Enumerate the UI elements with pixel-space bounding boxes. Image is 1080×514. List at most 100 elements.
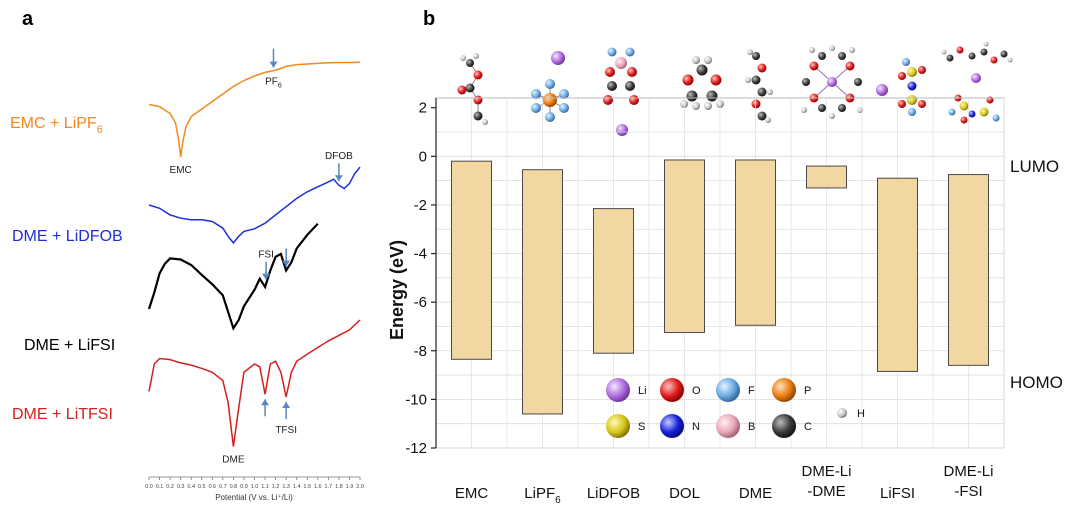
y-tick-label: -6 bbox=[414, 294, 427, 311]
y-tick-label: -12 bbox=[405, 440, 427, 457]
legend-atom-label: B bbox=[748, 421, 755, 433]
category-label: DME-Li -FSI bbox=[943, 463, 993, 500]
legend-atom-p bbox=[772, 378, 796, 402]
x-tick-label: 1.7 bbox=[325, 484, 333, 490]
peak-label: TFSI bbox=[275, 425, 297, 436]
peak-label: EMC bbox=[170, 165, 192, 176]
molecule-dme-li-dme bbox=[801, 45, 863, 119]
category-labels: EMC LiPF6 LiDFOB DOL DME DME-Li -DME LiFSI DME-L… bbox=[455, 463, 994, 506]
molecule-structures bbox=[457, 41, 1013, 136]
peak-arrowhead bbox=[261, 399, 270, 406]
lumo-label: LUMO bbox=[1010, 157, 1059, 176]
x-tick-label: 0.5 bbox=[198, 484, 206, 490]
energy-y-axis: 2 0 -2 -4 -6 -8 -10 -12 bbox=[405, 98, 437, 457]
category-label: DME-Li -DME bbox=[801, 463, 851, 500]
legend-atom-label: F bbox=[748, 385, 755, 397]
bar-lipf6 bbox=[522, 169, 563, 415]
legend-atom-label: S bbox=[638, 421, 645, 433]
x-tick-label: 0.8 bbox=[230, 484, 238, 490]
x-tick-label: 1.2 bbox=[272, 484, 280, 490]
molecule-dol bbox=[680, 56, 724, 110]
legend-atom-n bbox=[660, 414, 684, 438]
potential-x-axis: 0.0 0.1 0.2 0.3 0.4 0.5 0.6 0.7 0.8 0.9 1.0 1.1 1.2 1… bbox=[145, 476, 364, 502]
x-tick-label: 1.8 bbox=[335, 484, 343, 490]
x-tick-label: 1.5 bbox=[303, 484, 311, 490]
bar-dme bbox=[735, 159, 776, 326]
peak-arrowhead bbox=[282, 260, 291, 267]
curve-3 bbox=[148, 319, 361, 447]
y-tick-label: 0 bbox=[419, 148, 427, 165]
y-tick-label: -10 bbox=[405, 391, 427, 408]
bar-dol bbox=[664, 159, 705, 334]
legend-atom-label: C bbox=[804, 421, 812, 433]
legend-atom-label: Li bbox=[638, 385, 647, 397]
peak-arrowhead bbox=[269, 61, 278, 68]
category-label: LiPF6 bbox=[524, 485, 561, 506]
molecule-dme bbox=[745, 49, 773, 123]
legend-atom-label: N bbox=[692, 421, 700, 433]
x-tick-label: 0.6 bbox=[208, 484, 216, 490]
series-label-dme-lifsi: DME + LiFSI bbox=[24, 337, 115, 354]
x-tick-label: 0.2 bbox=[166, 484, 174, 490]
x-tick-label: 1.1 bbox=[261, 484, 269, 490]
bar-lidfob bbox=[593, 208, 634, 354]
x-tick-label: 0.3 bbox=[177, 484, 185, 490]
peak-arrowhead bbox=[334, 175, 343, 182]
legend-atom-li bbox=[606, 378, 630, 402]
peak-annotations: EMC PF6 DFOB FSI DME TFSI bbox=[170, 48, 353, 466]
peak-label: FSI bbox=[258, 250, 274, 261]
series-label-dme-lidfob: DME + LiDFOB bbox=[12, 228, 123, 245]
category-label: LiFSI bbox=[880, 485, 915, 502]
panel-b: b bbox=[387, 8, 1063, 506]
x-tick-label: 0.0 bbox=[145, 484, 153, 490]
bar-dme-li-fsi bbox=[948, 174, 989, 366]
legend-atom-f bbox=[716, 378, 740, 402]
legend-atom-s bbox=[606, 414, 630, 438]
category-label: DME bbox=[739, 485, 772, 502]
x-tick-label: 0.9 bbox=[240, 484, 248, 490]
peak-label: PF6 bbox=[265, 77, 282, 90]
x-tick-label: 1.6 bbox=[314, 484, 322, 490]
y-tick-label: 2 bbox=[419, 100, 427, 117]
legend-atom-h bbox=[837, 408, 847, 418]
molecule-lifsi bbox=[876, 58, 926, 116]
curve-0 bbox=[148, 61, 361, 158]
y-tick-label: -2 bbox=[414, 197, 427, 214]
energy-bars bbox=[451, 159, 989, 415]
x-tick-label: 1.3 bbox=[282, 484, 290, 490]
legend-atom-o bbox=[660, 378, 684, 402]
peak-arrowhead bbox=[282, 402, 291, 408]
x-tick-label: 0.4 bbox=[187, 484, 195, 490]
x-tick-label: 0.7 bbox=[219, 484, 227, 490]
y-tick-label: -8 bbox=[414, 343, 427, 360]
y-tick-label: -4 bbox=[414, 246, 427, 263]
atom-legend: Li O F P S N B C H bbox=[606, 378, 865, 438]
x-tick-label: 1.0 bbox=[251, 484, 259, 490]
y-axis-label: Energy (eV) bbox=[387, 240, 407, 340]
peak-arrowhead bbox=[262, 273, 271, 280]
bar-lifsi bbox=[877, 177, 918, 372]
molecule-lidfob bbox=[603, 47, 639, 136]
category-label: DOL bbox=[669, 485, 700, 502]
series-labels: EMC + LiPF6 DME + LiDFOB DME + LiFSI DME… bbox=[10, 115, 123, 423]
molecule-dme-li-fsi bbox=[941, 41, 1013, 124]
panel-label-a: a bbox=[22, 8, 34, 30]
homo-label: HOMO bbox=[1010, 373, 1063, 392]
curve-2 bbox=[147, 223, 319, 331]
series-label-emc-lipf6: EMC + LiPF6 bbox=[10, 115, 103, 136]
bar-dme-li-dme bbox=[806, 165, 847, 189]
molecule-lipf6 bbox=[531, 51, 569, 122]
x-tick-label: 0.1 bbox=[156, 484, 164, 490]
curve-1 bbox=[148, 166, 361, 245]
panel-label-b: b bbox=[423, 8, 435, 30]
bar-emc bbox=[451, 160, 492, 360]
legend-atom-c bbox=[772, 414, 796, 438]
x-axis-label: Potential (V vs. Li⁺/Li) bbox=[215, 493, 293, 502]
x-tick-label: 1.4 bbox=[293, 484, 301, 490]
legend-atom-b bbox=[716, 414, 740, 438]
series-label-dme-litfsi: DME + LiTFSI bbox=[12, 406, 113, 423]
molecule-emc bbox=[457, 53, 488, 125]
category-label: EMC bbox=[455, 485, 489, 502]
x-tick-label: 1.9 bbox=[346, 484, 354, 490]
